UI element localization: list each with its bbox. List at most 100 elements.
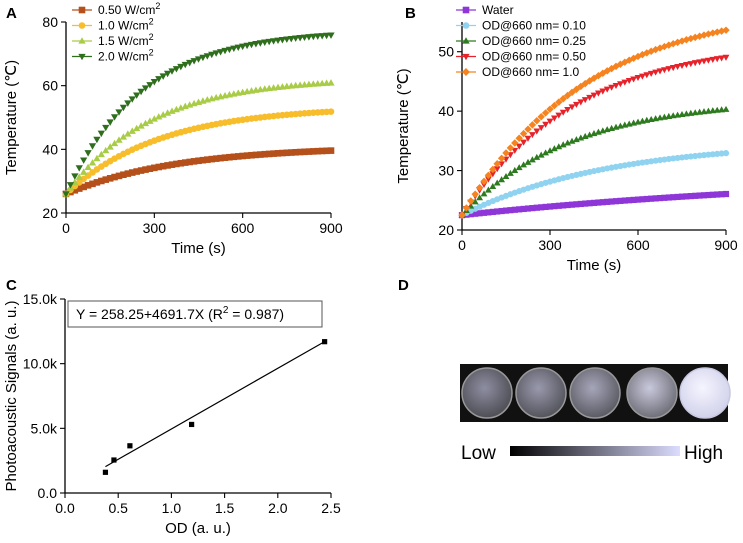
legend-entry: 1.5 W/cm2 [98,32,154,48]
data-point [524,125,532,133]
data-point [159,111,167,118]
legend-entry: 1.0 W/cm2 [98,17,154,33]
data-point [590,92,598,99]
data-point [661,194,668,201]
data-point [102,469,109,475]
series-1 [458,150,730,219]
data-point [327,108,335,115]
data-point [581,97,589,104]
data-point [106,119,114,126]
data-point [62,191,70,198]
series-0 [62,147,335,198]
data-point [542,149,550,156]
data-point [691,60,699,67]
data-point [656,194,664,202]
data-point [555,112,563,119]
data-point [137,167,145,174]
y-tick-label: 5.0k [31,420,58,436]
data-point [560,202,567,209]
series-3 [62,32,335,198]
data-point [163,109,172,116]
data-point [173,160,180,168]
data-point [318,33,326,40]
series-2 [62,79,335,197]
data-point [626,197,633,204]
data-point [150,115,158,122]
data-point [542,203,549,211]
data-point [573,201,580,208]
data-point [252,151,260,159]
data-point [305,34,313,41]
data-point [110,139,119,147]
data-point [75,185,83,192]
data-point [502,172,510,179]
phantom-well [515,367,567,419]
data-point [115,136,123,143]
data-point [186,158,193,166]
data-point [652,195,659,202]
data-point [555,98,563,106]
panel-label-c: C [6,277,17,294]
data-point [221,47,229,55]
data-point [199,156,207,164]
data-point [537,151,545,158]
data-point [599,88,607,95]
data-point [133,168,140,175]
data-point [458,211,466,219]
data-point [595,199,602,206]
data-point [629,54,638,63]
legend-superscript: 2 [149,32,154,42]
equation-tail: = 0.987) [228,306,284,322]
data-point [546,118,554,125]
data-point [155,163,163,171]
data-point [322,32,331,40]
data-point [604,198,611,205]
data-point [687,61,695,68]
data-point [651,45,660,54]
data-point [248,151,255,159]
panel-label-a: A [6,5,17,22]
data-point [717,27,726,35]
data-point [555,202,562,209]
x-tick-label: 300 [143,220,167,236]
data-point [305,148,313,155]
data-point [124,130,132,137]
data-point [137,88,145,96]
data-point [520,139,528,146]
data-point [327,32,335,39]
photoacoustic-panel: Low High [460,364,731,464]
data-point [528,132,536,139]
equation-main: Y = 258.25+4691.7X (R [76,306,223,322]
legend-marker [462,68,470,76]
data-point [665,41,673,49]
data-point [190,158,198,165]
data-point [528,156,536,163]
data-point [168,68,176,75]
data-point [582,200,589,207]
data-point [84,163,92,171]
x-tick-label: 1.5 [215,500,235,516]
legend-marker [462,37,470,44]
data-point [674,193,681,201]
data-point [520,205,527,213]
data-point [568,137,576,144]
series-0 [458,190,730,219]
data-point [564,107,572,114]
data-point [75,165,83,172]
data-point [515,143,523,150]
data-point [159,162,167,170]
data-point [124,100,132,107]
data-point [577,200,584,208]
data-point [502,149,510,157]
data-point [314,33,322,40]
data-point [265,150,273,158]
data-point [269,38,278,45]
data-point [164,162,171,169]
data-point [309,33,317,41]
data-point [467,197,475,205]
series-1 [62,108,335,198]
data-point [643,195,650,203]
data-point [261,39,269,46]
data-point [542,121,550,128]
